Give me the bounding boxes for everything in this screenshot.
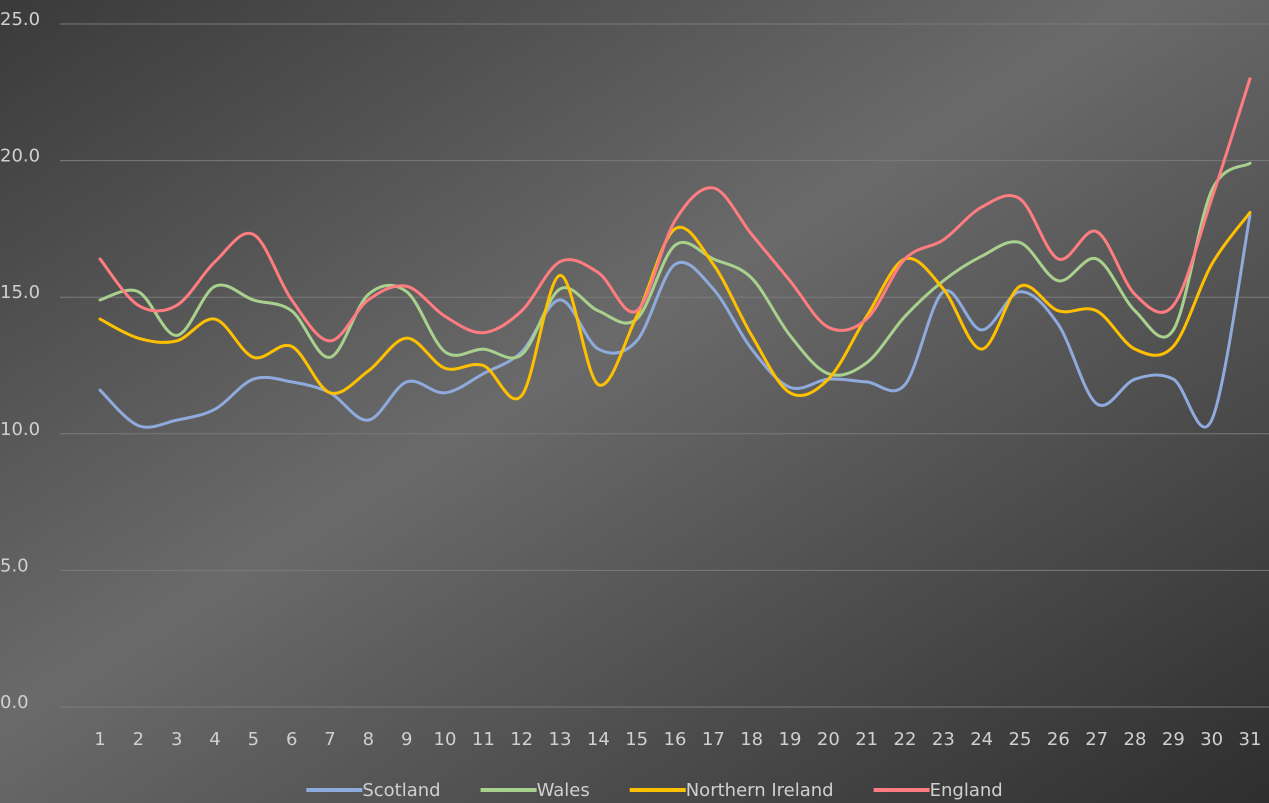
- x-tick-label: 1: [94, 729, 105, 750]
- x-tick-label: 4: [209, 729, 220, 750]
- x-tick-label: 16: [664, 729, 687, 750]
- legend-label: Wales: [537, 780, 590, 801]
- x-tick-label: 20: [817, 729, 840, 750]
- y-tick-label: 15.0: [0, 282, 40, 303]
- x-tick-label: 27: [1085, 729, 1108, 750]
- legend-label: Scotland: [362, 780, 440, 801]
- x-tick-label: 25: [1009, 729, 1032, 750]
- x-tick-label: 29: [1162, 729, 1185, 750]
- y-tick-label: 25.0: [0, 9, 40, 30]
- x-tick-label: 2: [133, 729, 144, 750]
- series-line: [98, 213, 1252, 429]
- x-tick-label: 21: [855, 729, 878, 750]
- x-tick-label: 23: [932, 729, 955, 750]
- x-tick-label: 15: [625, 729, 648, 750]
- y-tick-label: 10.0: [0, 419, 40, 440]
- x-tick-label: 19: [779, 729, 802, 750]
- x-tick-label: 31: [1239, 729, 1262, 750]
- x-tick-label: 26: [1047, 729, 1070, 750]
- x-tick-label: 8: [363, 729, 374, 750]
- x-tick-label: 3: [171, 729, 182, 750]
- series-line: [98, 161, 1252, 377]
- x-tick-label: 9: [401, 729, 412, 750]
- series-line: [98, 211, 1252, 401]
- x-tick-label: 22: [894, 729, 917, 750]
- x-tick-label: 30: [1200, 729, 1223, 750]
- y-tick-label: 20.0: [0, 146, 40, 167]
- x-tick-label: 10: [434, 729, 457, 750]
- x-tick-label: 13: [549, 729, 572, 750]
- y-tick-label: 5.0: [0, 555, 29, 576]
- series-line: [98, 77, 1252, 343]
- x-tick-label: 6: [286, 729, 297, 750]
- x-tick-label: 12: [510, 729, 533, 750]
- x-tick-label: 28: [1124, 729, 1147, 750]
- x-tick-label: 14: [587, 729, 610, 750]
- legend-label: Northern Ireland: [686, 780, 834, 801]
- x-tick-label: 7: [324, 729, 335, 750]
- x-tick-label: 17: [702, 729, 725, 750]
- x-tick-label: 24: [970, 729, 993, 750]
- y-tick-label: 0.0: [0, 692, 29, 713]
- x-tick-label: 5: [248, 729, 259, 750]
- x-tick-label: 11: [472, 729, 495, 750]
- legend-label: England: [930, 780, 1003, 801]
- x-tick-label: 18: [740, 729, 763, 750]
